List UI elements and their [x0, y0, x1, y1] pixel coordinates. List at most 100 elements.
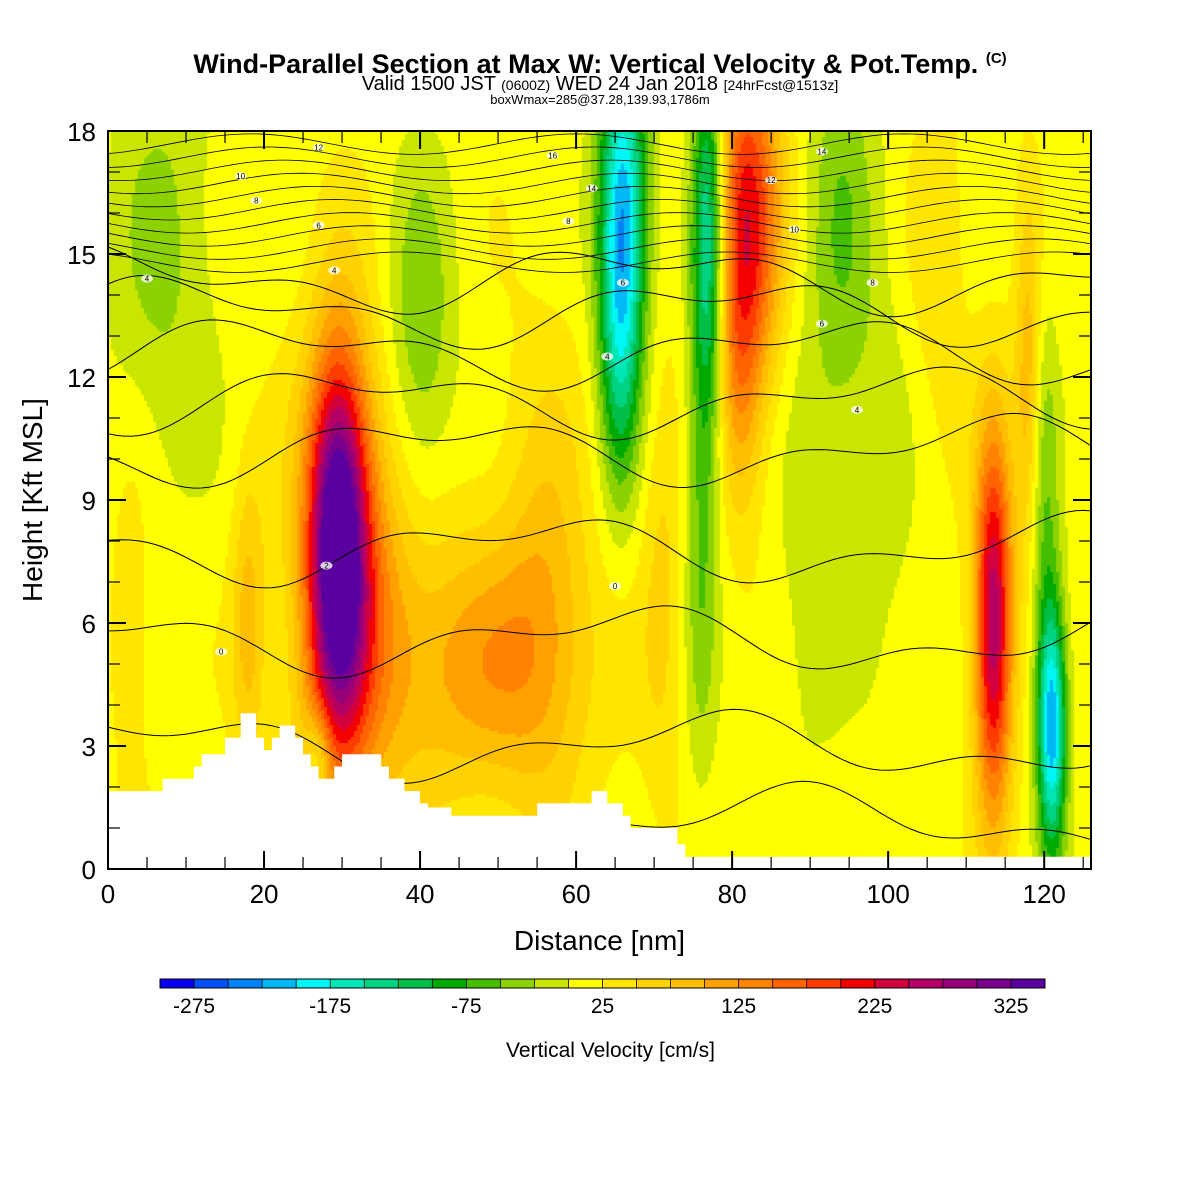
theta-contour-upper: [107, 186, 1092, 208]
theta-contour-upper: [107, 172, 1092, 195]
colorbar-swatch: [840, 979, 876, 988]
colorbar-swatch: [364, 979, 399, 988]
colorbar-swatch: [772, 979, 808, 988]
colorbar-swatch: [500, 979, 535, 988]
forecast-info: [24hrFcst@1513z]: [723, 77, 839, 93]
colorbar-tick-label: 125: [721, 995, 756, 1018]
y-tick-label: 12: [67, 363, 96, 393]
chart-title: Wind-Parallel Section at Max W: Vertical…: [193, 49, 979, 79]
theta-label-bg: [562, 217, 575, 226]
colorbar-swatch: [330, 979, 365, 988]
theta-label-bg: [141, 274, 154, 283]
theta-label-bg: [250, 196, 263, 205]
x-tick-label: 20: [250, 879, 279, 909]
theta-label-bg: [546, 151, 559, 160]
y-tick-label: 0: [82, 855, 96, 885]
theta-label-bg: [788, 225, 801, 234]
colorbar-swatch: [262, 979, 297, 988]
theta-label: 12: [314, 143, 323, 152]
theta-contour-upper: [107, 225, 1092, 247]
colorbar-swatch: [568, 979, 603, 988]
colorbar-swatch: [534, 979, 569, 988]
y-tick-label: 18: [67, 117, 96, 147]
x-tick-label: 40: [406, 879, 435, 909]
theta-label-bg: [815, 147, 828, 156]
y-tick-label: 15: [67, 240, 96, 270]
theta-label: 12: [767, 176, 776, 185]
colorbar-tick-label: 225: [857, 995, 892, 1018]
y-tick-label: 6: [82, 609, 96, 639]
valid-date: WED 24 Jan 2018: [555, 73, 719, 95]
colorbar-tick-label: 25: [591, 995, 614, 1018]
valid-prefix: Valid 1500 JST: [361, 73, 496, 95]
colorbar-swatch: [976, 979, 1012, 988]
theta-label-bg: [850, 405, 863, 414]
theta-contour: [107, 366, 1092, 441]
theta-label-bg: [585, 184, 598, 193]
colorbar-swatch: [194, 979, 229, 988]
colorbar-label: Vertical Velocity [cm/s]: [506, 1039, 715, 1062]
colorbar-swatch: [228, 979, 263, 988]
x-tick-label: 60: [562, 879, 591, 909]
colorbar: -275 -175 -75 25 125 225 325: [159, 978, 1046, 1018]
theta-label: 6: [820, 320, 825, 329]
valid-time-line: Valid 1500 JST (0600Z) WED 24 Jan 2018 […: [0, 74, 1200, 95]
theta-label-bg: [215, 647, 228, 656]
theta-contour: [107, 412, 1092, 489]
theta-label: 4: [332, 266, 337, 275]
colorbar-tick-label: -275: [173, 995, 215, 1018]
colorbar-swatch: [908, 979, 944, 988]
theta-contour: [107, 246, 1092, 318]
y-tick-label: 9: [82, 486, 96, 516]
theta-contour: [107, 509, 1092, 589]
theta-contour: [107, 708, 1092, 784]
theta-label-bg: [320, 561, 333, 570]
x-tick-label: 80: [718, 879, 747, 909]
theta-contour-upper: [107, 146, 1092, 168]
theta-contour-upper: [107, 212, 1092, 234]
colorbar-swatch: [602, 979, 638, 988]
theta-label: 6: [316, 221, 321, 230]
colorbar-swatch: [160, 979, 195, 988]
colorbar-swatch: [874, 979, 910, 988]
copyright-mark: (C): [985, 50, 1007, 67]
theta-label: 6: [621, 279, 626, 288]
theta-label: 4: [855, 406, 860, 415]
x-tick-label: 100: [866, 879, 909, 909]
chart-title-line: Wind-Parallel Section at Max W: Vertical…: [0, 44, 1200, 79]
theta-label-bg: [765, 176, 778, 185]
theta-label: 8: [870, 279, 875, 288]
colorbar-swatch: [738, 979, 774, 988]
theta-label: 14: [587, 184, 596, 193]
y-axis: 0 3 6 9 12 15 18: [67, 117, 1091, 885]
x-axis: 0 20 40 60 80 100 120: [101, 131, 1084, 909]
theta-label: 2: [324, 562, 329, 571]
colorbar-swatch: [704, 979, 740, 988]
theta-label: 14: [817, 148, 826, 157]
terrain-mask: [108, 713, 1091, 869]
theta-label: 8: [254, 197, 259, 206]
boxmax-info: boxWmax=285@37.28,139.93,1786m: [490, 92, 710, 107]
x-axis-label: Distance [nm]: [514, 925, 685, 956]
theta-contour: [107, 319, 1092, 392]
theta-label-bg: [601, 352, 614, 361]
colorbar-swatch: [432, 979, 467, 988]
colorbar-swatch: [398, 979, 433, 988]
theta-contour: [107, 274, 1092, 350]
theta-label-bg: [866, 278, 879, 287]
theta-contour-upper: [107, 199, 1092, 221]
theta-label: 0: [613, 582, 618, 591]
colorbar-swatch: [636, 979, 672, 988]
theta-contour-upper: [107, 251, 1092, 273]
potential-temperature-contours: 4 4 6 8 10 12 16 14 8 6 4 2 0 0 12 14 10 8 6 4: [107, 133, 1092, 856]
theta-label: 4: [605, 353, 610, 362]
colorbar-swatch: [806, 979, 842, 988]
theta-label: 10: [790, 225, 799, 234]
theta-label: 16: [548, 152, 557, 161]
theta-label-bg: [328, 266, 341, 275]
theta-label: 0: [219, 648, 224, 657]
colorbar-swatch: [942, 979, 978, 988]
theta-label-bg: [815, 319, 828, 328]
colorbar-tick-label: -75: [451, 995, 481, 1018]
